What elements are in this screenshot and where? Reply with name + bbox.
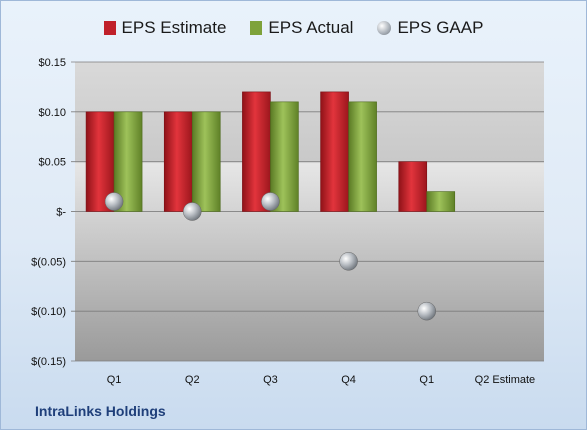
x-tick-label: Q1 (419, 374, 434, 386)
legend-swatch-eps-gaap (377, 21, 392, 35)
eps-estimate-bar (163, 111, 193, 212)
x-tick-label: Q2 (185, 374, 200, 386)
x-tick-label: Q1 (107, 374, 122, 386)
eps-gaap-point (339, 252, 358, 271)
eps-gaap-point (183, 202, 202, 221)
eps-gaap-point (417, 301, 436, 321)
company-name: IntraLinks Holdings (35, 403, 166, 419)
legend: EPS Estimate EPS Actual EPS GAAP (1, 18, 586, 38)
y-tick-label: $- (56, 207, 66, 219)
legend-label-eps-actual: EPS Actual (268, 18, 354, 37)
legend-swatch-eps-estimate (103, 21, 116, 35)
eps-actual-bar (426, 191, 456, 212)
eps-actual-bar (191, 111, 221, 212)
gaap-points (104, 192, 436, 321)
y-tick-label: $(0.15) (31, 356, 66, 368)
x-axis-tick-labels: Q1 Q2 Q3 Q4 Q1 Q2 Estimate (107, 374, 535, 386)
legend-item-eps-estimate: EPS Estimate (103, 18, 227, 38)
legend-item-eps-gaap: EPS GAAP (377, 18, 483, 38)
legend-label-eps-gaap: EPS GAAP (397, 18, 484, 37)
eps-estimate-bar (398, 161, 428, 212)
x-tick-label: Q2 Estimate (475, 374, 536, 386)
eps-gaap-point (261, 192, 280, 211)
x-tick-label: Q3 (263, 374, 278, 386)
y-tick-label: $(0.10) (31, 306, 66, 318)
legend-item-eps-actual: EPS Actual (250, 18, 353, 38)
y-tick-label: $0.05 (38, 157, 66, 169)
y-tick-label: $0.15 (38, 57, 66, 69)
legend-label-eps-estimate: EPS Estimate (121, 18, 227, 37)
eps-estimate-bar (320, 91, 349, 212)
x-tick-label: Q4 (341, 374, 356, 386)
y-tick-label: $(0.05) (31, 256, 66, 268)
legend-swatch-eps-actual (250, 21, 263, 35)
eps-actual-bar (270, 101, 299, 212)
y-axis-tick-labels: $0.15 $0.10 $0.05 $- $(0.05) $(0.10) $(0.15) (31, 57, 66, 368)
gridlines (71, 61, 544, 362)
eps-gaap-point (104, 192, 124, 211)
y-tick-label: $0.10 (38, 107, 66, 119)
eps-actual-bar (348, 101, 377, 212)
